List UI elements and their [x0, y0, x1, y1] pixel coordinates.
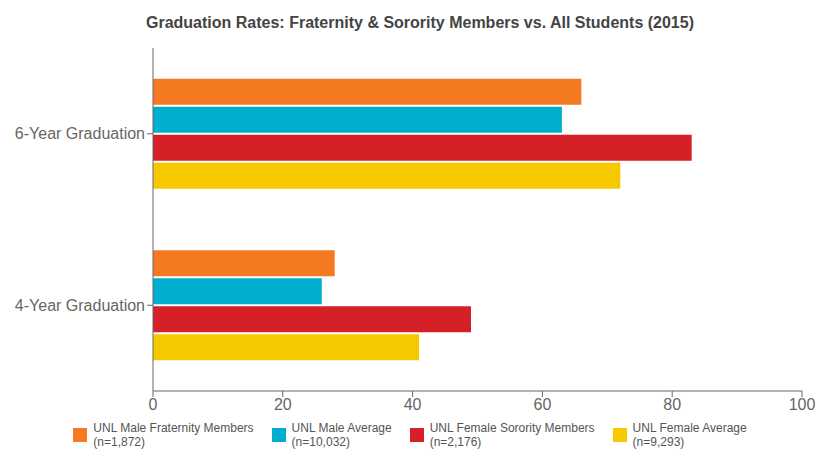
svg-text:0: 0: [149, 396, 158, 413]
html-text:Graduation Rates: Fraternity &: Graduation Rates: Fraternity & Sorority …: [146, 14, 694, 31]
svg-text:80: 80: [663, 396, 681, 413]
svg-text:60: 60: [534, 396, 552, 413]
html-text:UNL Female Sorority Members (n: UNL Female Sorority Members (n=2,176): [429, 421, 595, 449]
html-text:UNL Male Average (n=10,032): UNL Male Average (n=10,032): [291, 421, 392, 449]
html-text:UNL Male Fraternity Members (n: UNL Male Fraternity Members (n=1,872): [93, 421, 254, 449]
svg-text:4-Year Graduation: 4-Year Graduation: [15, 297, 145, 314]
svg-text:40: 40: [404, 396, 422, 413]
svg-text:100: 100: [789, 396, 816, 413]
svg-text:20: 20: [274, 396, 292, 413]
html-text:UNL Female Average (n=9,293): UNL Female Average (n=9,293): [632, 421, 747, 449]
svg-text:6-Year Graduation: 6-Year Graduation: [15, 125, 145, 142]
